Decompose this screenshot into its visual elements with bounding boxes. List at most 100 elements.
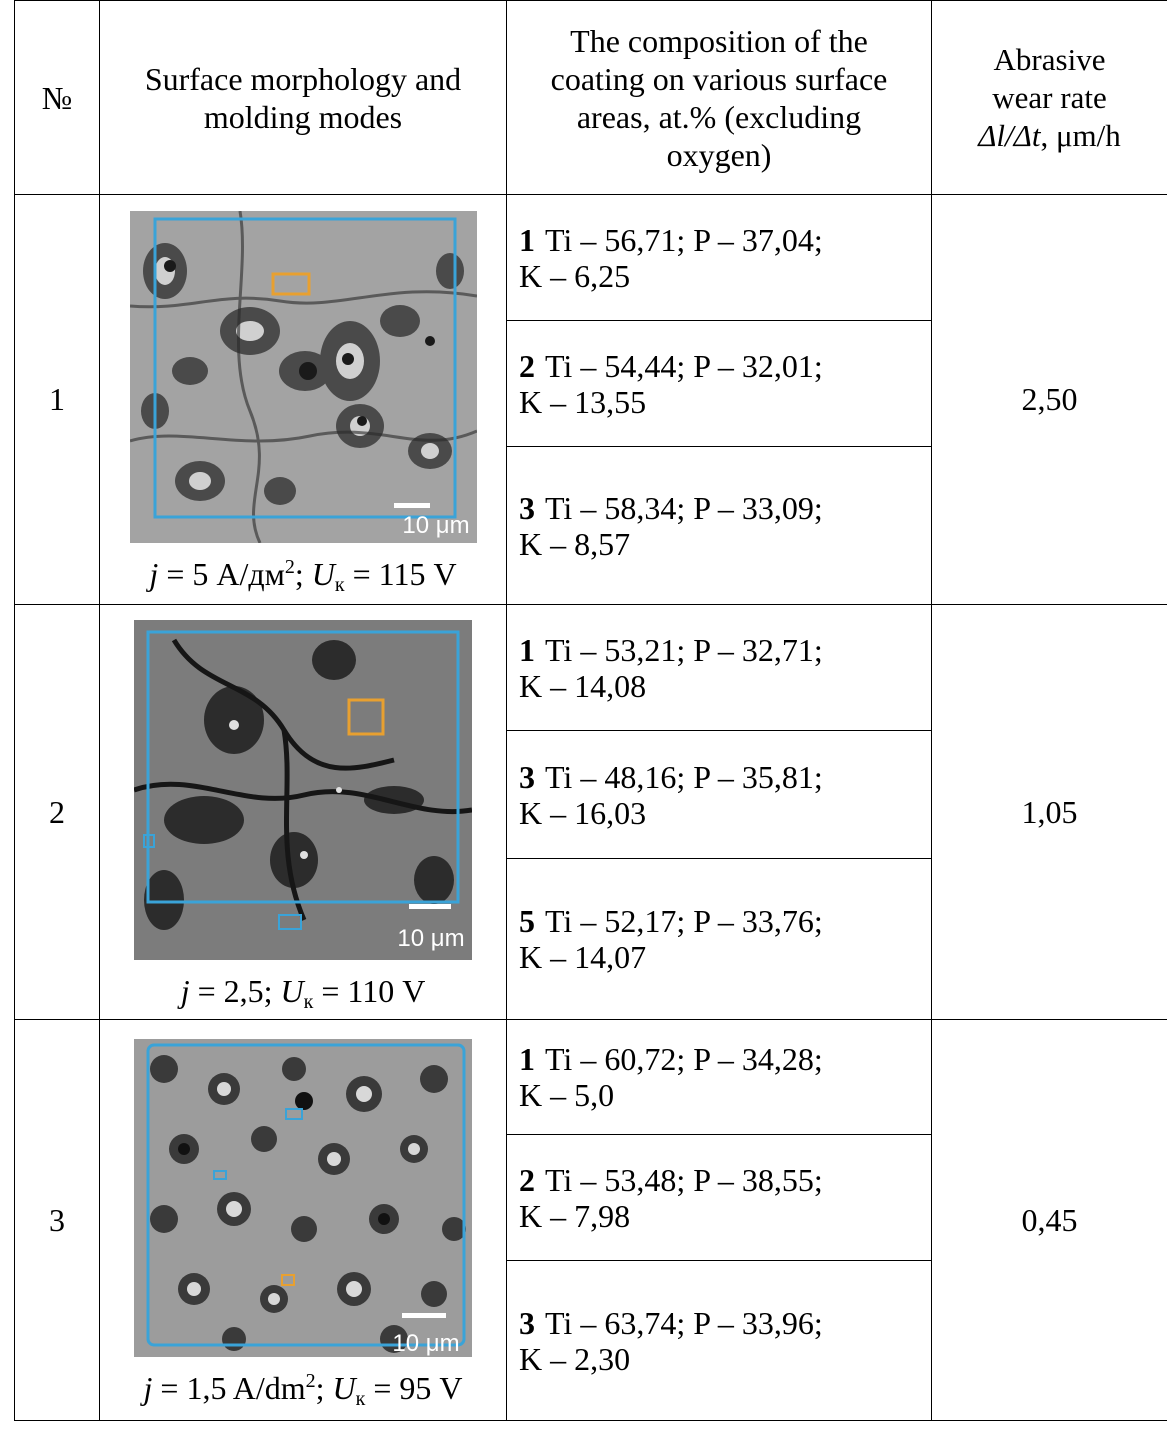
mode-u: U (311, 556, 335, 592)
area-index: 2 (519, 1161, 535, 1198)
table-header-row: № Surface morphology and molding modes T… (14, 0, 1167, 195)
table-row: 2 Ti – 54,44; P – 32,01; K – 13,55 (15, 320, 1167, 447)
header-rate-formula: Δl/Δt (978, 117, 1041, 153)
morphology-cell: 10 μm j = 1,5 A/dm2; Uк = 95 V (99, 1019, 507, 1421)
header-number-text: № (41, 79, 73, 116)
composition-cell: 3 Ti – 63,74; P – 33,96; K – 2,30 (506, 1260, 932, 1421)
composition-line: Ti – 60,72; P – 34,28; (545, 1041, 823, 1077)
mode-caption: j = 5 А/дм2; Uк = 115 V (100, 548, 506, 596)
composition-line: K – 14,08 (519, 667, 647, 704)
composition-line: K – 8,57 (519, 525, 631, 562)
mode-j-value: = 5 А/дм (158, 556, 285, 592)
mode-u-value: = 95 V (365, 1369, 463, 1406)
table-row: 5 Ti – 52,17; P – 33,76; K – 14,07 (15, 858, 1167, 1020)
composition-cell: 3 Ti – 58,34; P – 33,09; K – 8,57 (506, 446, 932, 605)
header-composition-line: areas, at.% (excluding (576, 98, 862, 135)
wear-rate: 0,45 (931, 1019, 1167, 1421)
mode-sep: ; (294, 556, 312, 592)
area-index: 2 (519, 347, 535, 384)
composition-line: Ti – 53,48; P – 38,55; (545, 1161, 823, 1198)
header-morphology-line: molding modes (203, 98, 403, 135)
composition-line: K – 14,07 (519, 939, 647, 975)
row-number: 2 (14, 604, 100, 1020)
mode-u-sub: к (355, 1387, 366, 1410)
table-row: 3 Ti – 63,74; P – 33,96; K – 2,30 (15, 1260, 1167, 1421)
mode-caption: j = 1,5 A/dm2; Uк = 95 V (100, 1362, 506, 1410)
header-rate-line: Δl/Δt, μm/h (942, 117, 1157, 155)
sem-micrograph-2: 10 μm (130, 619, 477, 965)
mode-sep: ; (263, 972, 281, 1009)
scale-bar-label: 10 μm (392, 1330, 459, 1357)
composition-line: K – 2,30 (519, 1340, 631, 1377)
table-row: 2 (14, 604, 1167, 1020)
composition-line: Ti – 63,74; P – 33,96; (545, 1304, 823, 1341)
mode-j: j (143, 1369, 153, 1406)
header-composition: The composition of the coating on variou… (506, 0, 932, 195)
composition-line: K – 7,98 (519, 1197, 631, 1234)
composition-cell: 5 Ti – 52,17; P – 33,76; K – 14,07 (506, 858, 932, 1020)
table-row: 2 Ti – 53,48; P – 38,55; K – 7,98 (15, 1134, 1167, 1261)
composition-line: K – 6,25 (519, 257, 631, 294)
mode-j: j (180, 972, 190, 1009)
table-row: 1 (14, 194, 1167, 605)
composition-line: K – 16,03 (519, 794, 647, 831)
morphology-cell: 10 μm j = 2,5; Uк = 110 V (99, 604, 507, 1020)
mode-u: U (332, 1369, 356, 1406)
composition-cell: 3 Ti – 48,16; P – 35,81; K – 16,03 (506, 730, 932, 859)
mode-j-value: = 2,5 (189, 972, 264, 1009)
mode-j: j (149, 556, 159, 592)
composition-line: Ti – 48,16; P – 35,81; (545, 758, 823, 795)
coating-properties-table: № Surface morphology and molding modes T… (14, 0, 1167, 1421)
composition-line: K – 5,0 (519, 1077, 615, 1113)
composition-cell: 1 Ti – 53,21; P – 32,71; K – 14,08 (506, 604, 932, 731)
area-index: 5 (519, 903, 535, 939)
header-composition-line: oxygen) (666, 136, 772, 173)
composition-cell: 2 Ti – 53,48; P – 38,55; K – 7,98 (506, 1134, 932, 1261)
scale-bar-label: 10 μm (402, 512, 469, 539)
table-row: 3 Ti – 58,34; P – 33,09; K – 8,57 (15, 446, 1167, 605)
area-index: 1 (519, 221, 535, 258)
mode-caption: j = 2,5; Uк = 110 V (100, 965, 506, 1013)
table-row: 3 (14, 1019, 1167, 1421)
area-index: 3 (519, 758, 535, 795)
composition-cell: 2 Ti – 54,44; P – 32,01; K – 13,55 (506, 320, 932, 447)
area-index: 1 (519, 1041, 535, 1077)
header-number: № (14, 0, 100, 195)
composition-line: Ti – 58,34; P – 33,09; (545, 489, 823, 526)
header-morphology: Surface morphology and molding modes (99, 0, 507, 195)
table-row: 3 Ti – 48,16; P – 35,81; K – 16,03 (15, 730, 1167, 859)
scale-bar-label: 10 μm (397, 925, 464, 952)
wear-rate: 2,50 (931, 194, 1167, 605)
composition-line: Ti – 56,71; P – 37,04; (545, 221, 823, 258)
mode-sep: ; (315, 1369, 333, 1406)
composition-line: Ti – 54,44; P – 32,01; (545, 347, 823, 384)
area-index: 3 (519, 1304, 535, 1341)
header-morphology-line: Surface morphology and (144, 60, 462, 97)
area-index: 3 (519, 489, 535, 526)
sem-micrograph-1: 10 μm (129, 210, 478, 548)
header-rate-line: wear rate (992, 79, 1107, 115)
header-rate-line: Abrasive (993, 41, 1106, 77)
wear-rate: 1,05 (931, 604, 1167, 1020)
header-wear-rate: Abrasive wear rate Δl/Δt, μm/h (931, 0, 1167, 195)
composition-cell: 1 Ti – 60,72; P – 34,28; K – 5,0 (506, 1019, 932, 1135)
mode-j-value: = 1,5 A/dm (152, 1369, 306, 1406)
mode-u: U (280, 972, 304, 1009)
sem-micrograph-3: 10 μm (130, 1038, 477, 1362)
mode-u-sub: к (303, 990, 314, 1013)
mode-u-sub: к (334, 574, 345, 596)
composition-line: K – 13,55 (519, 383, 647, 420)
header-rate-unit: , μm/h (1040, 117, 1121, 153)
header-composition-line: coating on various surface (550, 60, 888, 97)
composition-line: Ti – 52,17; P – 33,76; (545, 903, 823, 939)
mode-j-exp: 2 (305, 1369, 316, 1392)
header-composition-line: The composition of the (570, 22, 868, 59)
mode-j-exp: 2 (284, 556, 295, 578)
mode-u-value: = 115 V (344, 556, 457, 592)
composition-line: Ti – 53,21; P – 32,71; (545, 631, 823, 668)
area-index: 1 (519, 631, 535, 668)
mode-u-value: = 110 V (313, 972, 426, 1009)
row-number: 3 (14, 1019, 100, 1421)
row-number: 1 (14, 194, 100, 605)
